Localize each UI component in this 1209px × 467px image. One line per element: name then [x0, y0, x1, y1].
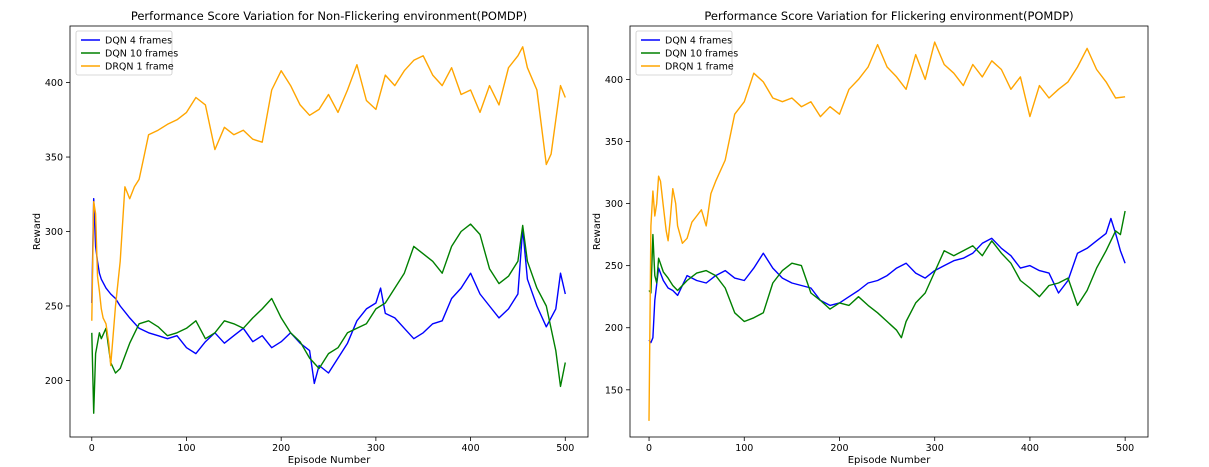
x-tick-label: 200 [830, 443, 848, 454]
y-tick-label: 350 [605, 137, 623, 148]
x-tick-label: 0 [89, 443, 95, 454]
legend-box [635, 30, 733, 76]
plot-frame [69, 25, 589, 438]
y-tick-label: 150 [605, 385, 623, 396]
series-line-dqn-10-frames [91, 223, 566, 414]
x-tick-label: 0 [646, 443, 652, 454]
plot-frame [629, 25, 1149, 438]
y-tick-label: 300 [605, 199, 623, 210]
y-tick-label: 200 [45, 376, 63, 387]
x-tick-label: 400 [462, 443, 480, 454]
y-axis-label: Reward [32, 213, 43, 250]
x-tick-label: 200 [272, 443, 290, 454]
x-tick-label: 400 [1021, 443, 1039, 454]
legend-entry: DRQN 1 frame [665, 62, 734, 73]
y-tick-label: 400 [45, 78, 63, 89]
legend: DQN 4 frames DQN 10 frames DRQN 1 frame [75, 30, 178, 76]
y-tick-label: 250 [605, 261, 623, 272]
x-tick-label: 500 [1116, 443, 1134, 454]
x-tick-label: 300 [926, 443, 944, 454]
legend-entry: DQN 4 frames [105, 36, 172, 47]
legend-entry: DQN 10 frames [665, 49, 738, 60]
y-tick-label: 350 [45, 153, 63, 164]
legend-entry: DQN 10 frames [105, 49, 178, 60]
y-axis-label: Reward [592, 213, 603, 250]
x-axis-label: Episode Number [848, 455, 932, 466]
chart-panel-1: Performance Score Variation for Non-Flic… [32, 9, 589, 466]
legend-entry: DRQN 1 frame [105, 62, 174, 73]
y-tick-label: 300 [45, 227, 63, 238]
y-tick-label: 200 [605, 323, 623, 334]
x-tick-label: 300 [367, 443, 385, 454]
y-tick-label: 400 [605, 75, 623, 86]
series-line-dqn-10-frames [648, 210, 1126, 339]
chart-title: Performance Score Variation for Non-Flic… [131, 9, 527, 23]
series-line-dqn-4-frames [91, 197, 566, 385]
chart-panel-2: Performance Score Variation for Flickeri… [592, 9, 1149, 466]
legend-entry: DQN 4 frames [665, 36, 732, 47]
x-tick-label: 100 [735, 443, 753, 454]
y-tick-label: 250 [45, 301, 63, 312]
series-line-dqn-4-frames [648, 217, 1126, 344]
x-tick-label: 500 [556, 443, 574, 454]
legend: DQN 4 frames DQN 10 frames DRQN 1 frame [635, 30, 738, 76]
legend-box [75, 30, 173, 76]
series-line-drqn-1-frame [91, 46, 566, 367]
x-axis-label: Episode Number [288, 455, 372, 466]
series-line-drqn-1-frame [648, 41, 1126, 421]
x-tick-label: 100 [177, 443, 195, 454]
chart-title: Performance Score Variation for Flickeri… [704, 9, 1073, 23]
